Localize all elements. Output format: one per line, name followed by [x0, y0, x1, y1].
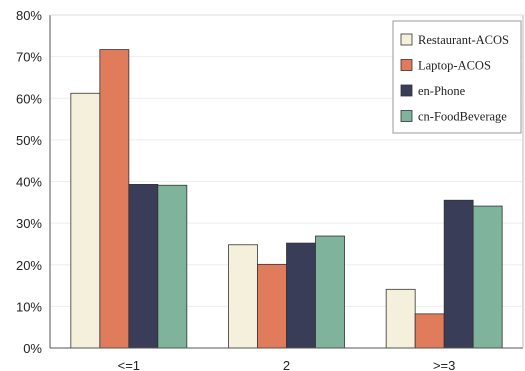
y-tick-label: 50% [16, 133, 42, 148]
y-axis-ticks: 0% 10% 20% 30% 40% 50% 60% 70% 80% [16, 8, 42, 356]
x-tick-label: <=1 [118, 358, 140, 371]
legend-swatch [400, 33, 413, 46]
y-tick-label: 30% [16, 216, 42, 231]
bar-en-phone-2 [443, 199, 474, 349]
legend: Restaurant-ACOS Laptop-ACOS en-Phone cn-Foo… [392, 20, 522, 134]
y-tick-label: 0% [23, 341, 42, 356]
legend-swatch [400, 110, 413, 122]
x-tick-label: >=3 [433, 358, 455, 371]
legend-label: Laptop-ACOS [418, 59, 491, 73]
bar-cn-foodbeverage-2 [472, 205, 503, 349]
legend-label: en-Phone [418, 84, 466, 98]
bar-cn-foodbeverage-0 [157, 184, 188, 349]
bar-restaurant-acos-1 [228, 244, 258, 349]
x-tick-label: 2 [283, 358, 290, 371]
bar-cn-foodbeverage-1 [315, 235, 345, 349]
bar-laptop-acos-0 [99, 49, 130, 349]
legend-swatch [400, 84, 413, 97]
legend-box [392, 20, 522, 134]
bars-group [70, 49, 503, 349]
bar-en-phone-1 [286, 242, 316, 349]
bar-restaurant-acos-0 [70, 92, 101, 349]
bar-laptop-acos-2 [414, 313, 445, 349]
x-axis-ticks: <=1 2 >=3 [118, 358, 456, 371]
y-tick-label: 60% [16, 91, 42, 106]
y-tick-label: 70% [16, 50, 42, 65]
bar-laptop-acos-1 [257, 263, 287, 349]
legend-swatch [400, 59, 413, 71]
legend-label: cn-FoodBeverage [418, 110, 507, 124]
y-tick-label: 40% [16, 175, 42, 190]
y-tick-label: 80% [16, 8, 42, 23]
y-tick-label: 20% [16, 258, 42, 273]
legend-label: Restaurant-ACOS [418, 33, 509, 47]
bar-en-phone-0 [128, 184, 159, 349]
y-tick-label: 10% [16, 299, 42, 314]
bar-restaurant-acos-2 [385, 288, 416, 349]
